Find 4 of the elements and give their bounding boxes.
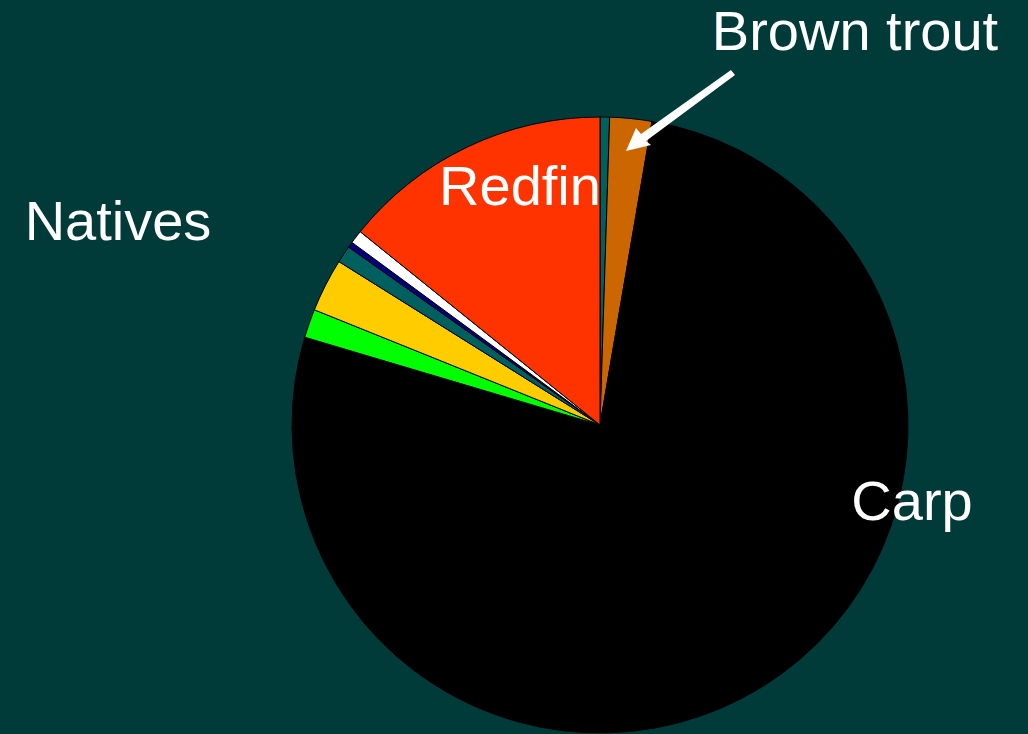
text: Natives (24, 189, 212, 253)
slice-label: Carp (851, 469, 973, 533)
slice-label: Redfin (439, 154, 601, 218)
slice-label: Brown trout (711, 0, 999, 63)
